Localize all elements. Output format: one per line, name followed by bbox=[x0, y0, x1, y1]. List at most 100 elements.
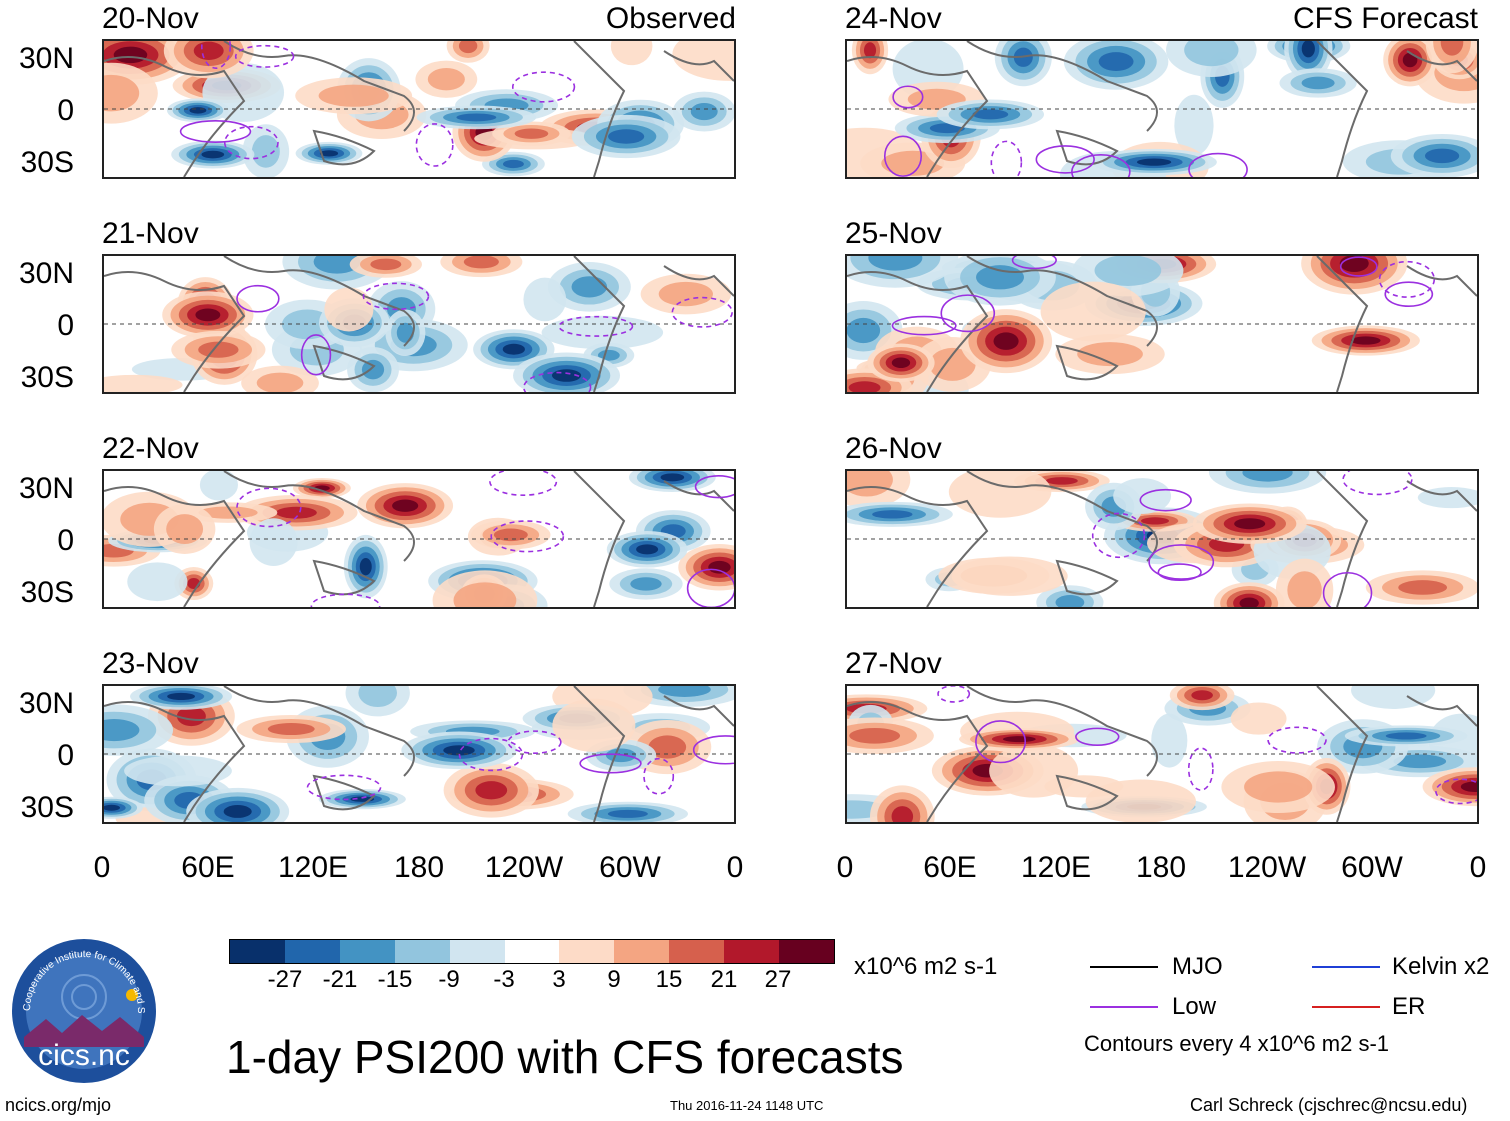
lon-label: 120E bbox=[277, 851, 349, 884]
coastline bbox=[966, 471, 1158, 562]
positive-anomaly-blob bbox=[993, 332, 1019, 350]
lon-label: 60W bbox=[1341, 851, 1403, 884]
positive-anomaly-blob bbox=[863, 42, 877, 59]
lat-label: 30N bbox=[18, 687, 74, 720]
positive-anomaly-blob bbox=[1402, 52, 1418, 68]
positive-anomaly-blob bbox=[427, 68, 465, 91]
negative-anomaly-blob bbox=[319, 150, 339, 157]
positive-anomaly-blob bbox=[1351, 336, 1381, 345]
positive-anomaly-blob bbox=[848, 381, 881, 392]
negative-anomaly-blob bbox=[972, 109, 1009, 120]
legend-line-mjo bbox=[1090, 966, 1158, 968]
low-frequency-contour bbox=[937, 686, 971, 703]
lat-label: 30S bbox=[20, 791, 74, 824]
negative-anomaly-blob bbox=[1098, 52, 1134, 71]
lat-label: 0 bbox=[57, 94, 74, 127]
positive-anomaly-blob bbox=[267, 723, 315, 736]
negative-anomaly-blob bbox=[847, 317, 881, 344]
negative-anomaly-blob bbox=[660, 473, 685, 482]
colorbar-swatch bbox=[394, 940, 450, 963]
negative-anomaly-blob bbox=[443, 745, 475, 756]
positive-anomaly-blob bbox=[849, 727, 901, 744]
low-frequency-contour bbox=[883, 135, 923, 177]
coastline bbox=[966, 41, 1158, 132]
colorbar-label: 21 bbox=[710, 966, 738, 993]
colorbar-swatch bbox=[724, 940, 780, 963]
negative-anomaly-blob bbox=[358, 686, 398, 708]
lat-label: 30S bbox=[20, 146, 74, 179]
legend-label-low: Low bbox=[1172, 993, 1217, 1020]
coastline bbox=[223, 41, 415, 132]
coastline bbox=[1055, 344, 1119, 381]
cics-logo-graphic: Cooperative Institute for Climate and Sa… bbox=[7, 929, 156, 1083]
positive-anomaly-blob bbox=[1234, 518, 1266, 530]
low-frequency-contour bbox=[223, 125, 279, 160]
positive-anomaly-blob bbox=[1045, 477, 1078, 485]
low-frequency-contour bbox=[1139, 488, 1192, 512]
low-frequency-contour bbox=[300, 334, 332, 376]
low-frequency-contour bbox=[1035, 145, 1095, 174]
lon-label: 0 bbox=[726, 851, 744, 884]
positive-anomaly-blob bbox=[1044, 775, 1124, 798]
positive-anomaly-blob bbox=[847, 471, 893, 497]
negative-anomaly-blob bbox=[502, 159, 524, 169]
legend-line-low bbox=[1090, 1006, 1158, 1008]
low-frequency-contour bbox=[1148, 544, 1215, 580]
low-frequency-contour bbox=[523, 371, 592, 392]
positive-anomaly-blob bbox=[104, 74, 140, 112]
negative-anomaly-blob bbox=[201, 150, 225, 159]
footer-timestamp: Thu 2016-11-24 1148 UTC bbox=[670, 1098, 824, 1113]
psi200-map-panel bbox=[845, 684, 1479, 824]
low-frequency-contour bbox=[234, 44, 295, 68]
lon-label: 60W bbox=[599, 851, 661, 884]
coastline bbox=[573, 471, 626, 607]
lat-label: 30N bbox=[18, 472, 74, 505]
coastline bbox=[847, 56, 989, 177]
lon-label: 120W bbox=[1227, 851, 1307, 884]
positive-anomaly-blob bbox=[891, 806, 914, 822]
coastline bbox=[847, 271, 989, 392]
panel-date: 23-Nov bbox=[102, 647, 199, 680]
colorbar-label: 3 bbox=[552, 966, 566, 993]
lon-label: 0 bbox=[1469, 851, 1487, 884]
coastline bbox=[1406, 50, 1477, 82]
positive-anomaly-blob bbox=[1239, 597, 1259, 607]
coastline bbox=[223, 686, 415, 777]
lat-label: 30N bbox=[18, 42, 74, 75]
psi200-map-panel bbox=[102, 469, 736, 609]
coastline bbox=[573, 256, 626, 392]
negative-anomaly-blob bbox=[1301, 76, 1335, 90]
negative-anomaly-blob bbox=[1174, 94, 1214, 156]
negative-anomaly-blob bbox=[124, 755, 232, 787]
low-frequency-contour bbox=[1267, 726, 1327, 754]
low-frequency-contour bbox=[415, 123, 454, 167]
coastline bbox=[966, 686, 1158, 777]
coastline bbox=[104, 701, 246, 822]
coastline bbox=[104, 56, 246, 177]
positive-anomaly-blob bbox=[658, 281, 713, 307]
low-frequency-contour bbox=[990, 140, 1023, 177]
low-frequency-contour bbox=[1091, 512, 1146, 559]
low-frequency-contour bbox=[458, 737, 524, 772]
low-frequency-contour bbox=[236, 284, 280, 313]
negative-anomaly-blob bbox=[976, 265, 1024, 290]
low-frequency-contour bbox=[975, 720, 1027, 764]
coastline bbox=[1316, 686, 1369, 822]
map-field bbox=[847, 41, 1477, 177]
positive-anomaly-blob bbox=[198, 506, 258, 519]
low-frequency-contour bbox=[643, 757, 675, 795]
coastline bbox=[223, 471, 415, 562]
positive-anomaly-blob bbox=[324, 287, 374, 332]
positive-anomaly-blob bbox=[648, 735, 687, 759]
low-frequency-contour bbox=[1188, 152, 1248, 177]
positive-anomaly-blob bbox=[1141, 517, 1169, 525]
positive-anomaly-blob bbox=[610, 41, 653, 66]
colorbar-label: -15 bbox=[377, 966, 413, 993]
low-frequency-contour bbox=[1011, 256, 1057, 270]
coastline bbox=[104, 486, 246, 607]
negative-anomaly-blob bbox=[1184, 41, 1239, 67]
coastline bbox=[663, 480, 734, 512]
coastline bbox=[1316, 471, 1369, 607]
negative-anomaly-blob bbox=[104, 804, 120, 811]
coastline bbox=[312, 559, 376, 596]
